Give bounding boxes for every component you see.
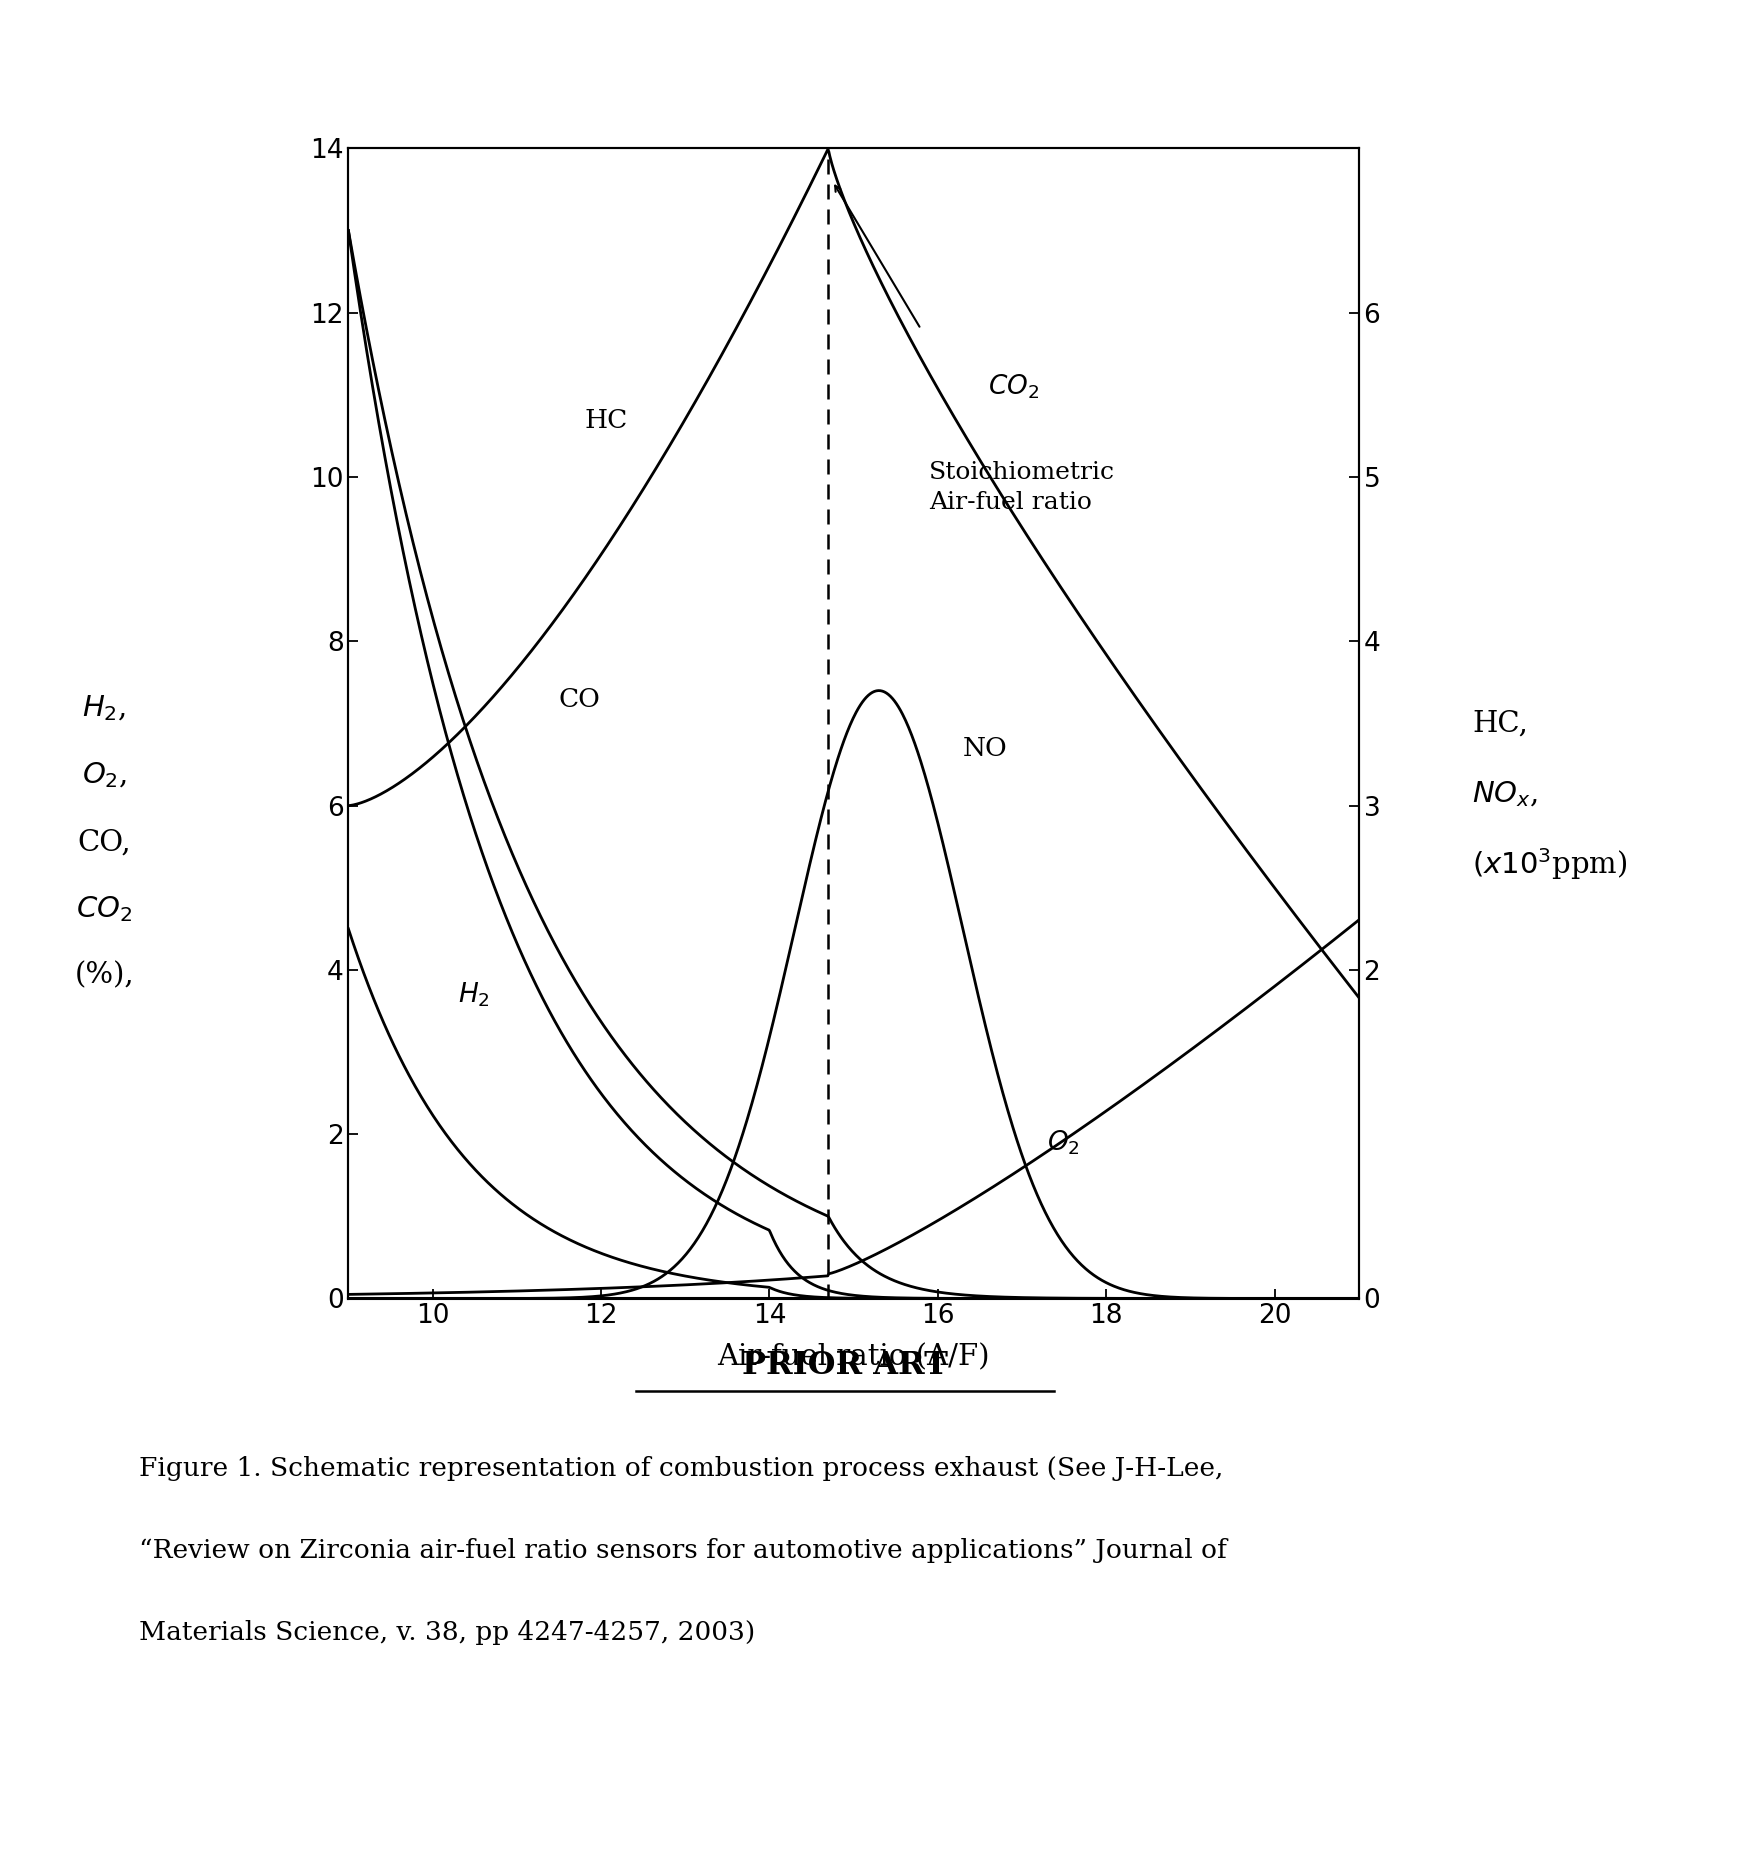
Text: CO: CO (559, 686, 601, 712)
Text: $H_2$: $H_2$ (458, 981, 490, 1009)
Text: CO,: CO, (78, 827, 131, 857)
Text: Figure 1. Schematic representation of combustion process exhaust (See J-H-Lee,

: Figure 1. Schematic representation of co… (139, 1456, 1226, 1645)
Text: $(x10^3$ppm): $(x10^3$ppm) (1472, 846, 1627, 883)
Text: $O_2$,: $O_2$, (82, 761, 127, 790)
Text: HC,: HC, (1472, 709, 1528, 738)
X-axis label: Air-fuel ratio (A/F): Air-fuel ratio (A/F) (718, 1343, 989, 1371)
Text: $CO_2$: $CO_2$ (77, 894, 132, 924)
Text: PRIOR ART: PRIOR ART (742, 1350, 948, 1380)
Text: Stoichiometric
Air-fuel ratio: Stoichiometric Air-fuel ratio (930, 460, 1115, 514)
Text: $O_2$: $O_2$ (1047, 1128, 1080, 1158)
Text: (%),: (%), (75, 961, 134, 991)
Text: HC: HC (584, 408, 627, 432)
Text: $CO_2$: $CO_2$ (988, 373, 1040, 401)
Text: NO: NO (963, 736, 1009, 761)
Text: $NO_x$,: $NO_x$, (1472, 779, 1538, 809)
Text: $H_2$,: $H_2$, (82, 694, 127, 723)
